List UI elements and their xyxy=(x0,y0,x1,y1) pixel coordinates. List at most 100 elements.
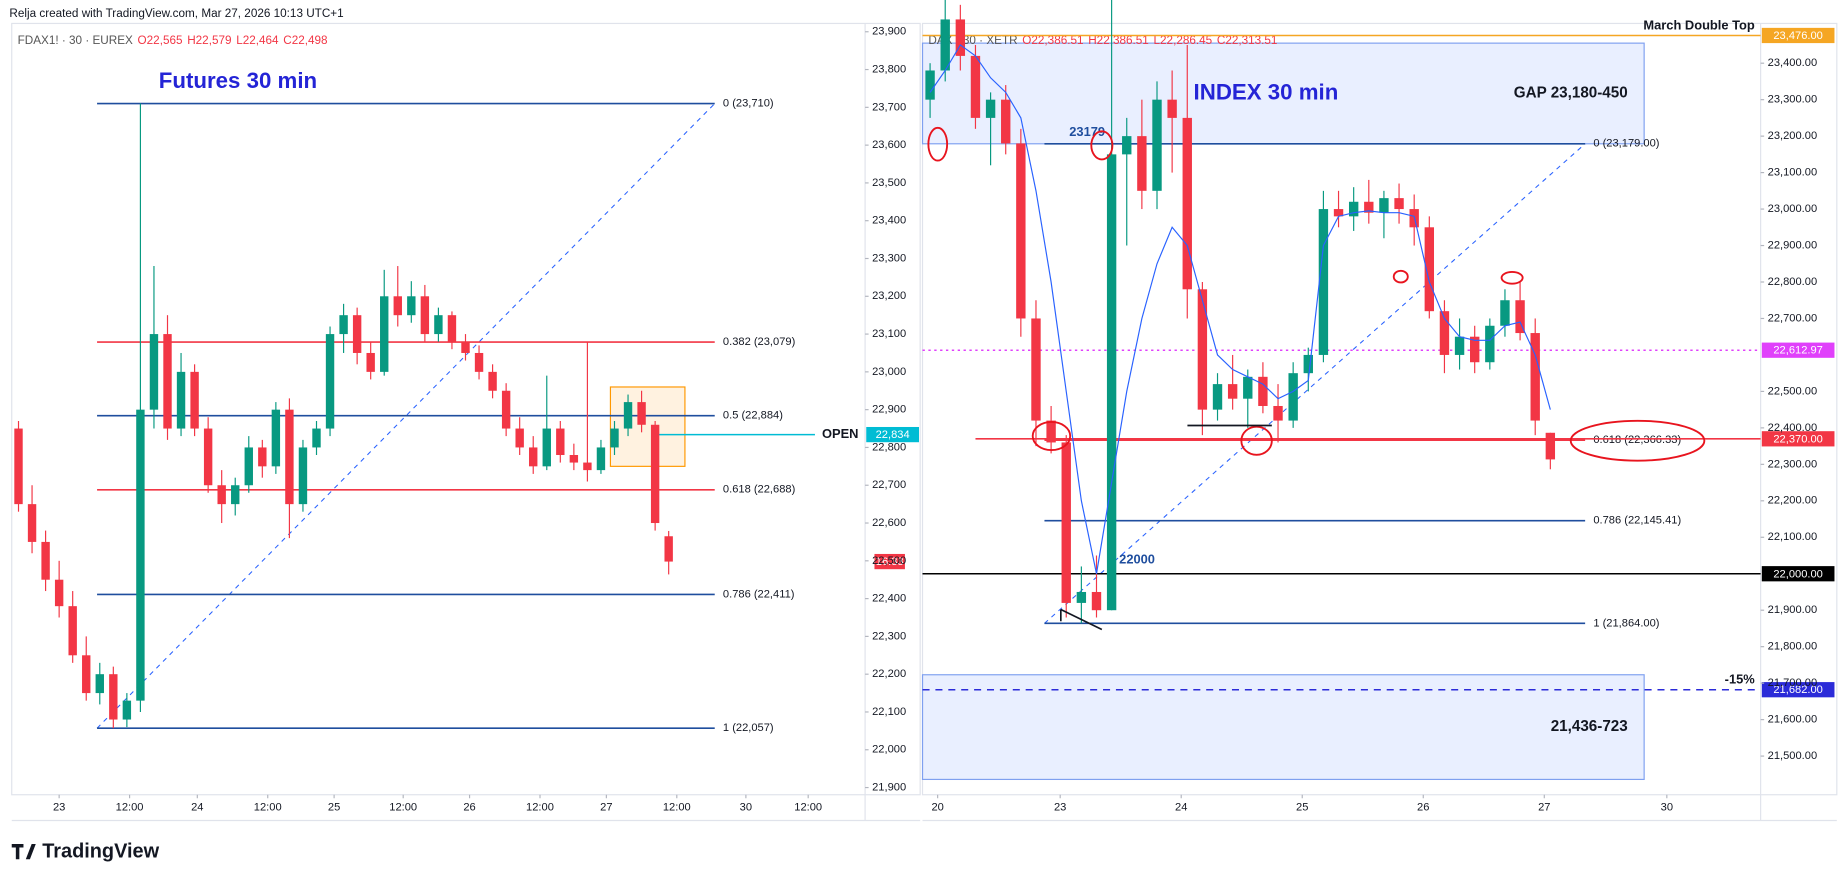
fib-label: 0.786 (22,145.41) xyxy=(1593,515,1681,527)
candle-body xyxy=(985,99,996,118)
candle-body xyxy=(1454,336,1465,355)
ohlc-value: L22,464 xyxy=(236,34,279,47)
annotation: 23179 xyxy=(1069,124,1105,139)
x-tick-label: 23 xyxy=(1054,802,1066,814)
fib-diagonal xyxy=(96,103,716,729)
ohlc-value: O22,565 xyxy=(138,34,183,47)
y-tick-label: 23,000.00 xyxy=(1768,203,1818,215)
y-tick-label: 21,900.00 xyxy=(1768,604,1818,616)
x-tick-label: 30 xyxy=(1661,802,1673,814)
candle-body xyxy=(1197,289,1208,410)
y-tick-label: 21,600.00 xyxy=(1768,714,1818,726)
chart-pane: GAP 23,180-450 21,436-723 INDEX 30 min DAX … xyxy=(921,0,1835,814)
countdown-tag xyxy=(874,553,905,570)
candle-body xyxy=(955,19,966,56)
annotation-circle xyxy=(1392,269,1409,284)
candle-body xyxy=(1379,198,1389,213)
x-tick-label: 12:00 xyxy=(794,802,822,814)
x-tick-label: 12:00 xyxy=(663,802,691,814)
moving-average xyxy=(929,44,1551,574)
x-tick-label: 12:00 xyxy=(254,802,282,814)
candle-body xyxy=(1348,201,1359,217)
candle-body xyxy=(1515,300,1525,334)
candle-body xyxy=(1470,336,1480,363)
candle-body xyxy=(54,579,64,607)
annotation-circle xyxy=(1569,419,1706,462)
ohlc-value: H22,579 xyxy=(187,34,231,47)
x-tick-label: 12:00 xyxy=(526,802,554,814)
y-tick-label: 23,300.00 xyxy=(1768,94,1818,106)
candle-body xyxy=(569,455,579,463)
price-tag xyxy=(1761,682,1835,698)
y-tick-label: 23,300 xyxy=(872,252,906,264)
fib-diagonal xyxy=(1044,143,1586,624)
fib-label: 0 (23,710) xyxy=(723,97,774,109)
annotation-circle xyxy=(1090,130,1114,161)
x-tick-label: 24 xyxy=(1175,802,1187,814)
x-tick-label: 26 xyxy=(1417,802,1429,814)
price-tag xyxy=(866,426,919,443)
candle-body xyxy=(163,334,172,429)
ohlc-value: C22,498 xyxy=(283,34,328,47)
candle-body xyxy=(542,428,551,467)
price-tag xyxy=(1761,566,1835,582)
logo: TradingView xyxy=(11,840,160,862)
y-tick-label: 23,100.00 xyxy=(1768,167,1818,179)
candle-body xyxy=(1500,300,1510,326)
line-note: OPEN xyxy=(822,426,858,441)
y-tick-label: 22,000 xyxy=(872,744,906,756)
candle-body xyxy=(637,402,646,425)
fib-label: 0.618 (22,688) xyxy=(723,484,796,496)
candle-body xyxy=(596,447,606,471)
y-tick-label: 23,400.00 xyxy=(1768,57,1818,69)
y-tick-label: 23,800 xyxy=(872,63,906,75)
ohlc-value: O22,386.51 xyxy=(1022,34,1083,47)
candle-body xyxy=(27,504,37,542)
candle-body xyxy=(366,352,375,372)
x-tick-label: 27 xyxy=(600,802,612,814)
price-tag-label: 22,612.97 xyxy=(1773,345,1822,357)
candle-body xyxy=(650,424,660,524)
y-tick-label: 22,900 xyxy=(872,404,906,416)
candle-body xyxy=(1031,318,1041,421)
symbol: DAX · 30 · XETR xyxy=(928,34,1017,47)
fib-label: 0.786 (22,411) xyxy=(723,588,795,600)
candle-body xyxy=(1303,354,1313,374)
price-tag-label: 23,476.00 xyxy=(1773,30,1822,42)
y-tick-label: 22,300 xyxy=(872,630,906,642)
candle-body xyxy=(1122,136,1132,155)
y-tick-label: 22,900.00 xyxy=(1768,239,1818,251)
candle-body xyxy=(149,334,159,410)
candle-body xyxy=(109,674,118,720)
y-tick-label: 22,300.00 xyxy=(1768,458,1818,470)
y-tick-label: 23,700 xyxy=(872,101,906,113)
candle-body xyxy=(970,55,981,118)
pane-title: INDEX 30 min xyxy=(1194,80,1339,105)
fib-label: 1 (22,057) xyxy=(723,722,774,734)
candle-body xyxy=(258,447,267,467)
x-tick-label: 12:00 xyxy=(389,802,417,814)
candle-body xyxy=(1076,591,1087,603)
x-tick-label: 12:00 xyxy=(116,802,144,814)
candle-body xyxy=(1152,99,1162,191)
candle-body xyxy=(380,296,389,372)
fib-label: 0.618 (22,366.33) xyxy=(1593,434,1681,446)
x-tick-label: 24 xyxy=(191,802,203,814)
candle-body xyxy=(1288,373,1298,421)
candle-body xyxy=(1167,99,1177,118)
candle-body xyxy=(1439,311,1450,355)
y-tick-label: 21,700.00 xyxy=(1768,677,1818,689)
candle-body xyxy=(244,447,253,486)
annotation-circle xyxy=(927,126,949,162)
y-tick-label: 22,500.00 xyxy=(1768,385,1818,397)
candle-body xyxy=(515,428,524,448)
ohlc-value: C22,313.51 xyxy=(1217,34,1278,47)
x-tick-label: 23 xyxy=(53,802,65,814)
candle-body xyxy=(529,447,538,467)
y-tick-label: 22,600 xyxy=(872,517,906,529)
y-tick-label: 23,200 xyxy=(872,290,906,302)
candle-body xyxy=(1530,333,1540,421)
candle-body xyxy=(501,390,511,429)
candle-body xyxy=(1212,384,1223,410)
